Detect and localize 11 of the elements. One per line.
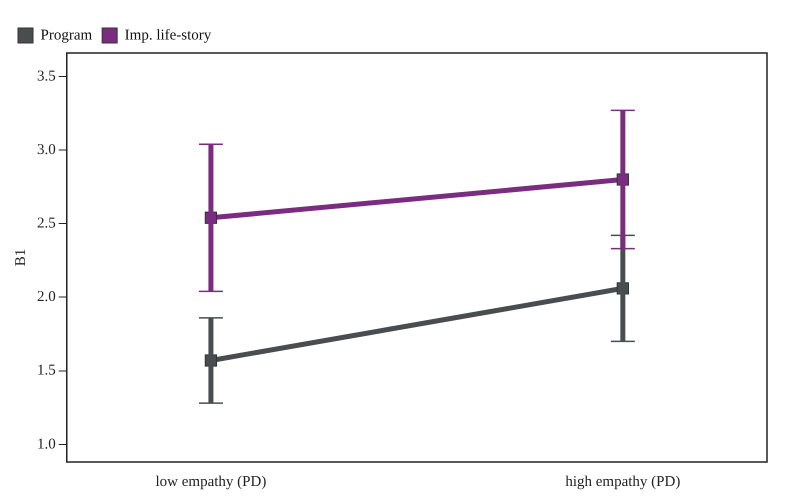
y-tick-label: 3.0 [37,142,56,158]
legend-label: Imp. life-story [124,27,212,44]
y-axis-title: B1 [12,248,29,266]
y-tick-label: 1.5 [37,362,56,379]
x-tick-label: low empathy (PD) [156,474,266,490]
y-tick-label: 3.5 [37,68,56,84]
x-tick-label: high empathy (PD) [565,474,680,490]
y-tick-label: 2.5 [37,216,56,232]
y-tick-label: 1.0 [37,436,56,452]
legend-label: Program [40,27,92,44]
y-tick-label: 2.0 [37,289,56,306]
